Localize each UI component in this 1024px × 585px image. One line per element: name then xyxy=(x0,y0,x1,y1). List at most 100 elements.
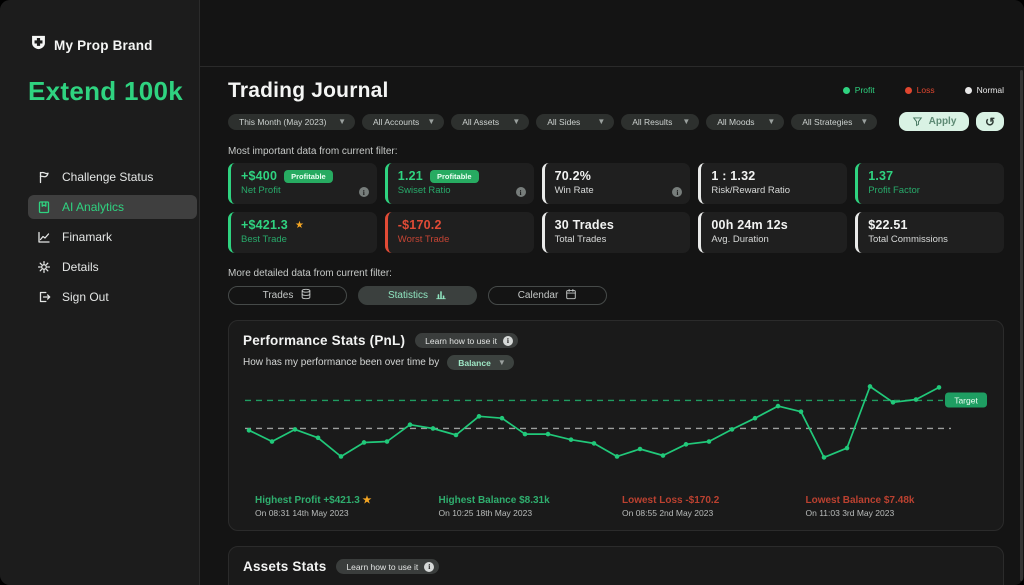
line-chart-icon xyxy=(37,230,51,244)
data-point[interactable] xyxy=(936,385,942,390)
reset-filters-button[interactable]: ↺ xyxy=(976,112,1004,131)
sidebar-item-challenge-status[interactable]: Challenge Status xyxy=(28,165,197,189)
data-point[interactable] xyxy=(545,431,551,437)
sidebar-item-label: Sign Out xyxy=(62,290,109,304)
data-point[interactable] xyxy=(499,415,505,421)
performance-help-button[interactable]: Learn how to use it i xyxy=(415,333,518,348)
topbar xyxy=(200,0,1024,67)
annotation-date: On 08:31 14th May 2023 xyxy=(255,508,349,518)
data-point[interactable] xyxy=(315,435,321,441)
filter-all-moods[interactable]: All Moods ▼ xyxy=(706,113,785,130)
stat-value-row: +$421.3 ★ xyxy=(241,218,367,232)
filter-this-month-may-2023[interactable]: This Month (May 2023) ▼ xyxy=(228,113,355,130)
data-point[interactable] xyxy=(821,455,827,460)
sidebar-item-finamark[interactable]: Finamark xyxy=(28,225,197,249)
info-icon[interactable]: i xyxy=(358,187,369,197)
filter-all-accounts[interactable]: All Accounts ▼ xyxy=(362,113,445,130)
stat-card-risk-reward-ratio: 1 : 1.32 Risk/Reward Ratio xyxy=(698,163,848,204)
stat-value-row: 70.2% xyxy=(555,169,681,183)
filter-all-sides[interactable]: All Sides ▼ xyxy=(536,113,615,130)
info-icon[interactable]: i xyxy=(515,187,526,197)
filter-label: All Moods xyxy=(717,116,755,127)
data-point[interactable] xyxy=(798,409,804,414)
stat-label: Swiset Ratio xyxy=(397,185,451,196)
performance-subtitle: How has my performance been over time by xyxy=(243,357,440,368)
data-point[interactable] xyxy=(844,445,850,451)
filter-bar: This Month (May 2023) ▼ All Accounts ▼ All A… xyxy=(228,112,1004,131)
data-point[interactable] xyxy=(246,428,252,433)
stat-card-total-commissions: $22.51 Total Commissions xyxy=(855,212,1004,253)
annotation-lowest-loss: Lowest Loss -$170.2 On 08:55 2nd May 2023 xyxy=(622,495,806,518)
stat-value: 00h 24m 12s xyxy=(711,218,788,232)
tab-trades[interactable]: Trades xyxy=(228,286,347,305)
database-icon xyxy=(300,288,312,303)
stat-card-net-profit: +$400 Profitable Net Profit i xyxy=(228,163,377,204)
tab-calendar[interactable]: Calendar xyxy=(488,286,607,305)
legend-normal: Normal xyxy=(964,85,1004,95)
chevron-down-icon: ▼ xyxy=(767,116,776,126)
data-point[interactable] xyxy=(867,384,873,389)
assets-help-button[interactable]: Learn how to use it i xyxy=(336,559,440,574)
stat-value: 1.21 xyxy=(397,169,423,183)
chevron-down-icon: ▼ xyxy=(497,357,506,367)
filter-label: This Month (May 2023) xyxy=(239,116,327,127)
data-point[interactable] xyxy=(522,431,528,437)
tab-statistics[interactable]: Statistics xyxy=(358,286,477,305)
brand-shield-icon xyxy=(30,34,47,56)
stat-value-row: -$170.2 xyxy=(398,218,524,232)
sidebar-item-ai-analytics[interactable]: AI Analytics xyxy=(28,195,197,219)
calendar-icon xyxy=(565,288,577,303)
performance-title: Performance Stats (PnL) xyxy=(243,333,406,348)
assets-title: Assets Stats xyxy=(243,559,327,574)
stat-label: Net Profit xyxy=(241,185,281,196)
stat-label: Avg. Duration xyxy=(711,234,769,245)
data-point[interactable] xyxy=(890,400,896,405)
group-by-dropdown[interactable]: Balance ▼ xyxy=(447,355,514,370)
data-point[interactable] xyxy=(683,442,689,447)
chevron-down-icon: ▼ xyxy=(682,116,691,126)
scrollbar[interactable] xyxy=(1020,70,1023,581)
legend-dot-loss xyxy=(904,86,912,94)
stat-value: +$421.3 xyxy=(241,218,288,232)
filter-all-results[interactable]: All Results ▼ xyxy=(621,113,700,130)
data-point[interactable] xyxy=(752,415,758,421)
stat-label: Total Commissions xyxy=(868,234,948,245)
filter-all-assets[interactable]: All Assets ▼ xyxy=(451,113,530,130)
data-point[interactable] xyxy=(476,414,482,419)
stat-card-profit-factor: 1.37 Profit Factor xyxy=(855,163,1004,204)
data-point[interactable] xyxy=(706,439,712,444)
sidebar-item-sign-out[interactable]: Sign Out xyxy=(28,285,197,309)
sidebar-item-details[interactable]: Details xyxy=(28,255,197,279)
assets-panel: Assets Stats Learn how to use it i Marke… xyxy=(228,546,1004,585)
tab-label: Trades xyxy=(262,290,294,301)
apply-button[interactable]: Apply xyxy=(899,112,969,131)
stat-value-row: 1.37 xyxy=(868,169,994,183)
filter-label: All Sides xyxy=(547,116,581,127)
data-point[interactable] xyxy=(338,454,344,459)
data-point[interactable] xyxy=(269,439,275,444)
data-point[interactable] xyxy=(637,446,643,452)
data-point[interactable] xyxy=(292,427,298,432)
status-badge: Profitable xyxy=(429,169,479,183)
data-point[interactable] xyxy=(913,397,919,402)
data-point[interactable] xyxy=(361,440,367,445)
stat-value: 1 : 1.32 xyxy=(711,169,756,183)
data-point[interactable] xyxy=(775,403,781,409)
data-point[interactable] xyxy=(591,441,597,446)
svg-text:Target: Target xyxy=(954,395,978,405)
stat-label: Best Trade xyxy=(241,234,287,245)
data-point[interactable] xyxy=(660,453,666,458)
data-point[interactable] xyxy=(453,432,459,438)
data-point[interactable] xyxy=(729,427,735,432)
filter-all-strategies[interactable]: All Strategies ▼ xyxy=(791,113,878,130)
data-point[interactable] xyxy=(614,454,620,459)
data-point[interactable] xyxy=(384,439,390,444)
data-point[interactable] xyxy=(568,437,574,442)
data-point[interactable] xyxy=(407,422,413,428)
annotation-lowest-balance: Lowest Balance $7.48k On 11:03 3rd May 20… xyxy=(806,495,990,518)
sidebar-item-label: AI Analytics xyxy=(62,200,125,214)
data-point[interactable] xyxy=(430,426,436,431)
info-icon[interactable]: i xyxy=(672,187,683,197)
brand: My Prop Brand xyxy=(0,34,199,56)
